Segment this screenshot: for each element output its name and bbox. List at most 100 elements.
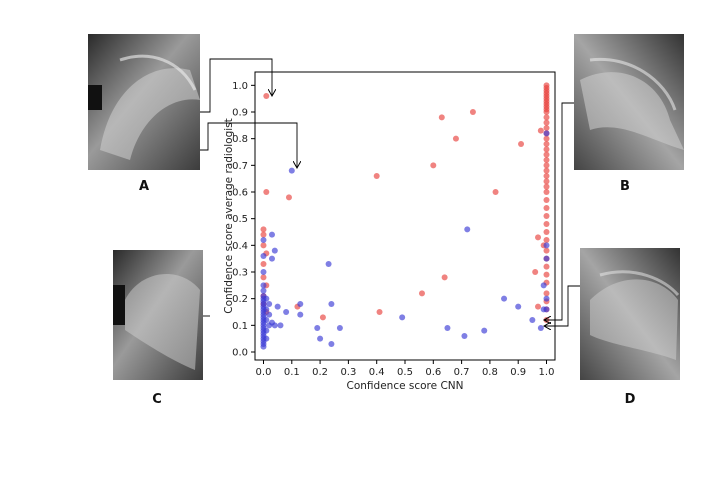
blue-data-point <box>274 303 281 310</box>
blue-data-point <box>537 325 544 331</box>
blue-data-point <box>277 322 284 329</box>
y-tick-label: 0.7 <box>232 161 248 172</box>
red-data-point <box>543 247 550 254</box>
panel-label-a: A <box>139 179 149 194</box>
y-axis-label: Confidence score average radiologist <box>223 118 235 314</box>
y-tick-label: 0.9 <box>232 108 248 119</box>
red-data-point <box>543 151 550 158</box>
blue-data-point <box>543 242 550 249</box>
blue-data-point <box>543 295 550 302</box>
x-tick-label: 0.9 <box>510 367 526 378</box>
blue-data-point <box>260 287 267 294</box>
red-data-point <box>543 141 550 147</box>
xray-image-b <box>574 34 684 170</box>
red-data-point <box>518 141 525 147</box>
x-tick-label: 0.1 <box>284 367 300 378</box>
red-data-point <box>543 114 550 121</box>
blue-data-point <box>288 167 295 174</box>
blue-data-point <box>317 335 324 342</box>
blue-data-point <box>543 130 550 137</box>
xray-image-c <box>113 250 203 380</box>
connector-b <box>545 102 574 320</box>
x-tick-label: 1.0 <box>539 367 555 378</box>
y-tick-label: 0.3 <box>232 268 248 279</box>
x-tick-label: 0.7 <box>454 367 470 378</box>
blue-data-point <box>268 255 275 262</box>
red-data-point <box>543 109 550 115</box>
red-data-point <box>537 127 544 134</box>
red-data-point <box>543 183 550 190</box>
panel-label-d: D <box>625 392 636 407</box>
y-tick-label: 0.0 <box>232 348 248 359</box>
connector-a2 <box>200 122 297 167</box>
x-tick-label: 0.3 <box>340 367 356 378</box>
blue-data-point <box>283 309 290 315</box>
blue-data-point <box>260 237 267 243</box>
red-data-point <box>285 194 292 201</box>
blue-data-point <box>263 327 270 334</box>
blue-data-point <box>501 295 508 302</box>
red-data-point <box>543 237 550 243</box>
red-data-point <box>418 290 425 297</box>
blue-data-point <box>263 306 270 313</box>
blue-data-point <box>325 261 332 267</box>
blue-data-point <box>297 311 304 318</box>
red-data-point <box>438 114 445 121</box>
blue-data-point <box>464 226 471 233</box>
red-data-point <box>543 271 550 278</box>
red-data-point <box>452 135 459 142</box>
x-tick-label: 0.5 <box>397 367 413 378</box>
x-tick-label: 0.4 <box>369 367 385 378</box>
blue-data-point <box>260 253 267 259</box>
red-data-point <box>532 269 539 275</box>
red-data-point <box>543 205 550 211</box>
red-data-point <box>263 93 270 99</box>
x-tick-label: 0.2 <box>312 367 328 378</box>
blue-data-point <box>268 231 275 238</box>
axis-ticks: 0.0 0.1 0.2 0.3 0.4 0.5 0.6 0.7 0.8 0.9 1.0 0.0 0.1 0… <box>232 81 554 378</box>
red-data-point <box>535 234 542 241</box>
red-data-point <box>543 229 550 235</box>
red-data-point <box>543 189 550 195</box>
xray-image-d <box>580 248 680 380</box>
y-tick-label: 0.1 <box>232 321 248 332</box>
connector-a <box>200 58 272 113</box>
blue-data-point <box>543 306 550 313</box>
red-data-point <box>441 274 448 281</box>
red-data-point <box>430 162 437 169</box>
connector-d <box>545 285 580 326</box>
red-data-point <box>543 125 550 131</box>
blue-data-point <box>399 314 406 321</box>
blue-data-point <box>444 325 451 331</box>
red-data-point <box>260 226 267 233</box>
red-data-point <box>260 231 267 238</box>
blue-data-point <box>515 303 522 310</box>
red-data-point <box>543 146 550 153</box>
y-tick-label: 0.2 <box>232 294 248 305</box>
x-tick-label: 0.0 <box>256 367 272 378</box>
blue-data-point <box>263 295 270 302</box>
blue-data-point <box>543 255 550 262</box>
blue-data-point <box>328 301 335 307</box>
blue-data-point <box>266 301 273 307</box>
red-data-point <box>543 213 550 219</box>
blue-data-point <box>263 317 270 323</box>
xray-image-a <box>88 34 200 170</box>
blue-data-point <box>297 301 304 307</box>
blue-data-point <box>461 333 468 339</box>
blue-data-point <box>263 335 270 342</box>
y-tick-label: 0.6 <box>232 188 248 199</box>
red-data-point <box>543 167 550 174</box>
y-tick-label: 0.5 <box>232 214 248 225</box>
red-data-point <box>319 314 326 321</box>
red-data-point <box>543 197 550 203</box>
scatter-points <box>260 82 550 350</box>
red-data-point <box>469 109 476 115</box>
red-data-point <box>535 303 542 310</box>
x-tick-label: 0.8 <box>482 367 498 378</box>
x-axis-label: Confidence score CNN <box>347 380 464 392</box>
blue-data-point <box>271 247 278 254</box>
red-data-point <box>260 261 267 267</box>
blue-data-point <box>314 325 321 331</box>
y-tick-label: 1.0 <box>232 81 248 92</box>
